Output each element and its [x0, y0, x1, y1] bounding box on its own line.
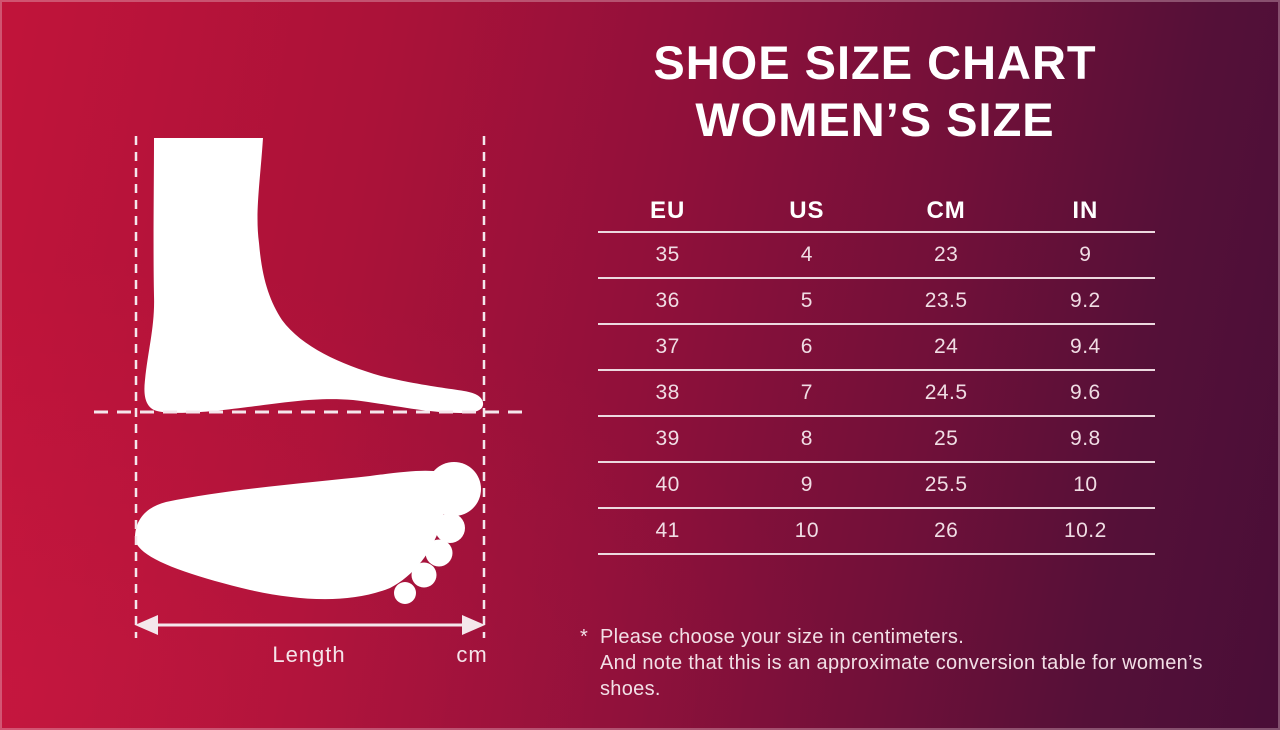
table-cell: 10	[794, 519, 820, 542]
arrowhead-left-icon	[135, 615, 158, 635]
table-cell: 37	[655, 335, 680, 358]
arrowhead-right-icon	[462, 615, 485, 635]
table-cell: 36	[655, 289, 680, 312]
table-cell: 9	[800, 473, 813, 496]
table-cell: 4	[800, 243, 813, 266]
table-header-cell-in: IN	[1072, 196, 1099, 224]
table-cell: 25	[933, 427, 959, 450]
footnote: * Please choose your size in centimeters…	[580, 624, 1260, 702]
table-header-row: EU US CM IN	[598, 190, 1155, 233]
table-cell: 25.5	[924, 473, 968, 496]
table-row: 39 8 25 9.8	[598, 417, 1155, 463]
table-row: 37 6 24 9.4	[598, 325, 1155, 371]
toe-circle	[411, 562, 437, 588]
table-body: 35 4 23 9 36 5 23.5 9.2 37 6 24 9.4 38 7 24.5 9.6 39 8 25 9…	[598, 233, 1155, 555]
table-header-cell-cm: CM	[926, 196, 966, 224]
table-cell: 35	[655, 243, 680, 266]
footnote-line-1: Please choose your size in centimeters.	[600, 626, 965, 648]
side-foot-silhouette	[144, 138, 484, 413]
footnote-marker: *	[580, 626, 589, 648]
table-row: 41 10 26 10.2	[598, 509, 1155, 555]
size-table: EU US CM IN 35 4 23 9 36 5 23.5 9.2 37 6 24 9.4 38 7 2…	[598, 190, 1155, 555]
footnote-line-2: And note that this is an approximate con…	[600, 652, 1203, 700]
page-title: SHOE SIZE CHART WOMEN’S SIZE	[555, 34, 1195, 148]
table-cell: 10.2	[1063, 519, 1107, 542]
table-cell: 24.5	[924, 381, 968, 404]
table-row: 36 5 23.5 9.2	[598, 279, 1155, 325]
table-cell: 38	[655, 381, 680, 404]
toe-circle	[435, 513, 465, 543]
table-cell: 40	[655, 473, 680, 496]
top-foot-silhouette	[135, 470, 448, 600]
table-cell: 23	[933, 243, 959, 266]
toe-circle	[394, 582, 416, 604]
table-cell: 41	[655, 519, 680, 542]
length-label: Length	[272, 642, 345, 667]
table-cell: 10	[1073, 473, 1098, 496]
table-header-cell-eu: EU	[649, 196, 686, 224]
table-row: 38 7 24.5 9.6	[598, 371, 1155, 417]
table-cell: 9	[1079, 243, 1092, 266]
cm-label: cm	[456, 642, 487, 667]
table-cell: 9.2	[1070, 289, 1101, 312]
table-cell: 23.5	[924, 289, 968, 312]
table-cell: 9.4	[1070, 335, 1101, 358]
table-cell: 7	[800, 381, 813, 404]
toe-circle	[425, 539, 453, 567]
table-cell: 9.6	[1070, 381, 1101, 404]
table-cell: 5	[800, 289, 813, 312]
table-row: 40 9 25.5 10	[598, 463, 1155, 509]
footnote-text: Please choose your size in centimeters. …	[600, 624, 1260, 702]
table-cell: 8	[800, 427, 813, 450]
table-cell: 9.8	[1070, 427, 1101, 450]
table-cell: 39	[655, 427, 680, 450]
table-cell: 6	[800, 335, 813, 358]
title-line-2: WOMEN’S SIZE	[695, 93, 1055, 146]
foot-measurement-diagram: Length cm	[94, 136, 524, 667]
table-cell: 26	[933, 519, 959, 542]
table-cell: 24	[933, 335, 959, 358]
big-toe-circle	[427, 462, 481, 516]
table-row: 35 4 23 9	[598, 233, 1155, 279]
title-line-1: SHOE SIZE CHART	[653, 36, 1097, 89]
table-header-cell-us: US	[789, 196, 825, 224]
